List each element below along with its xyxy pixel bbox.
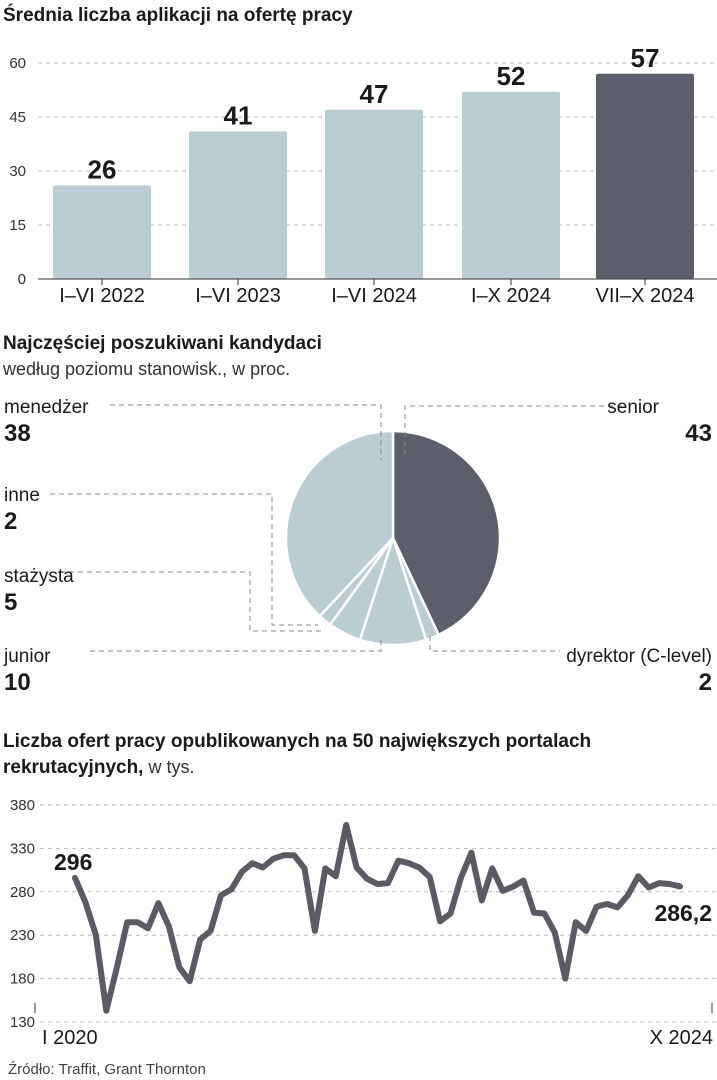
bar-y-tick: 30: [9, 163, 26, 180]
pie-value-junior: 10: [4, 669, 31, 696]
pie-label-junior: junior: [3, 646, 51, 667]
line-x-start-label: I 2020: [42, 1027, 98, 1049]
bar-value-label: 57: [631, 43, 660, 73]
pie-chart-subtitle: według poziomu stanowisk., w proc.: [2, 359, 290, 379]
pie: [284, 429, 502, 647]
line-chart-title-2: rekrutacyjnych, w tys.: [3, 757, 194, 778]
bar: [325, 109, 423, 279]
source-note: Źródło: Traffit, Grant Thornton: [8, 1061, 206, 1078]
line-series: [72, 822, 683, 1014]
bars: 26 I–VI 2022 41 I–VI 2023 47 I–VI 2024 52 I–X 2…: [53, 43, 694, 307]
bar: [596, 73, 694, 279]
line-y-tick: 280: [10, 884, 35, 901]
line-y-tick: 380: [10, 797, 35, 814]
line-series-path: [72, 822, 683, 1014]
pie-value-stazysta: 5: [4, 589, 17, 616]
bar-y-tick: 45: [9, 109, 26, 126]
pie-slice-senior: [391, 429, 502, 637]
pie-chart-title: Najczęściej poszukiwani kandydaci: [3, 333, 322, 354]
line-x-end-label: X 2024: [650, 1027, 713, 1049]
pie-value-dyrektor: 2: [699, 669, 712, 696]
pie-value-inne: 2: [4, 508, 17, 535]
pie-slice-menedzer: [284, 429, 395, 618]
pie-value-senior: 43: [685, 420, 712, 447]
pie-leaders: [50, 404, 622, 652]
bar: [462, 91, 560, 279]
line-y-tick: 130: [10, 1014, 35, 1031]
pie-label-menedzer: menedżer: [4, 397, 89, 418]
pie-label-stazysta: stażysta: [4, 566, 74, 587]
bar: [189, 131, 287, 279]
bar-category-label: I–VI 2023: [195, 285, 281, 307]
line-y-grid: 380 330 280 230 180 130: [10, 797, 717, 1031]
bar-value-label: 26: [88, 154, 117, 184]
bar-value-label: 52: [497, 61, 526, 91]
line-y-tick: 180: [10, 971, 35, 988]
pie-labels: senior 43 dyrektor (C-level) 2 junior 10…: [3, 397, 712, 696]
line-chart-title: Liczba ofert pracy opublikowanych na 50 …: [3, 731, 591, 752]
line-start-value: 296: [54, 849, 92, 875]
bar-value-label: 47: [360, 79, 389, 109]
bar-category-label: VII–X 2024: [596, 285, 695, 307]
line-y-tick: 330: [10, 840, 35, 857]
bar-chart-title: Średnia liczba aplikacji na ofertę pracy: [3, 4, 353, 26]
pie-label-dyrektor: dyrektor (C-level): [566, 646, 712, 667]
line-end-value: 286,2: [654, 900, 712, 926]
line-y-tick: 230: [10, 927, 35, 944]
pie-label-senior: senior: [607, 397, 659, 418]
bar-y-tick: 60: [9, 55, 26, 72]
bar-y-tick: 0: [18, 271, 26, 288]
bar: [53, 185, 151, 279]
bar-category-label: I–VI 2024: [331, 285, 417, 307]
pie-label-inne: inne: [4, 485, 40, 506]
bar-y-tick: 15: [9, 217, 26, 234]
pie-value-menedzer: 38: [4, 420, 31, 447]
bar-category-label: I–VI 2022: [59, 285, 145, 307]
bar-category-label: I–X 2024: [471, 285, 551, 307]
bar-value-label: 41: [224, 100, 253, 130]
